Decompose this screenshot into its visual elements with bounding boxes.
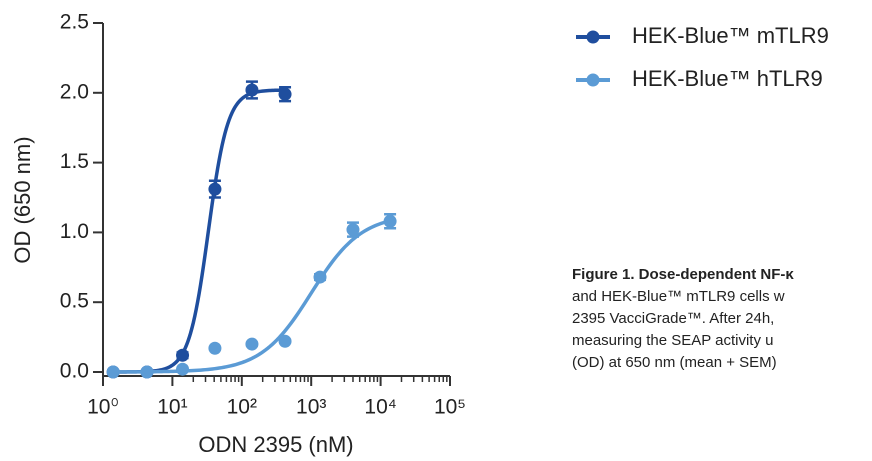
- y-tick-label: 1.0: [60, 220, 89, 243]
- fit-curve: [113, 88, 286, 374]
- y-axis-title: OD (650 nm): [10, 136, 35, 263]
- x-tick-label: 10⁰: [87, 396, 119, 419]
- legend-label: HEK-Blue™ hTLR9: [632, 66, 823, 91]
- data-point: [208, 341, 222, 355]
- data-point: [106, 365, 120, 379]
- data-point: [278, 334, 292, 348]
- data-point: [208, 182, 222, 196]
- caption-line: 2395 VacciGrade™. After 24h,: [572, 310, 774, 327]
- legend-marker: [586, 73, 600, 87]
- data-point: [245, 337, 259, 351]
- legend-marker: [586, 30, 600, 44]
- y-tick-label: 1.5: [60, 150, 89, 173]
- y-tick-label: 0.5: [60, 290, 89, 313]
- caption-line: Figure 1. Dose-dependent NF-κ: [572, 266, 794, 283]
- caption-line: and HEK-Blue™ mTLR9 cells w: [572, 288, 785, 305]
- x-tick-label: 10²: [227, 396, 257, 419]
- caption-line: measuring the SEAP activity u: [572, 332, 774, 349]
- data-point: [346, 223, 360, 237]
- x-axis-title: ODN 2395 (nM): [198, 432, 353, 457]
- data-point: [176, 348, 190, 362]
- y-tick-label: 0.0: [60, 360, 89, 383]
- data-point: [383, 214, 397, 228]
- y-tick-label: 2.0: [60, 80, 89, 103]
- data-point: [278, 87, 292, 101]
- data-point: [140, 365, 154, 379]
- fit-curve: [113, 219, 391, 374]
- data-point: [313, 270, 327, 284]
- legend-label: HEK-Blue™ mTLR9: [632, 23, 829, 48]
- data-point: [176, 362, 190, 376]
- data-point: [245, 83, 259, 97]
- x-tick-label: 10³: [296, 396, 326, 419]
- x-tick-label: 10⁴: [364, 396, 396, 419]
- x-tick-label: 10⁵: [434, 396, 466, 419]
- caption-line: (OD) at 650 nm (mean + SEM): [572, 354, 777, 371]
- y-tick-label: 2.5: [60, 11, 89, 34]
- x-tick-label: 10¹: [157, 396, 187, 419]
